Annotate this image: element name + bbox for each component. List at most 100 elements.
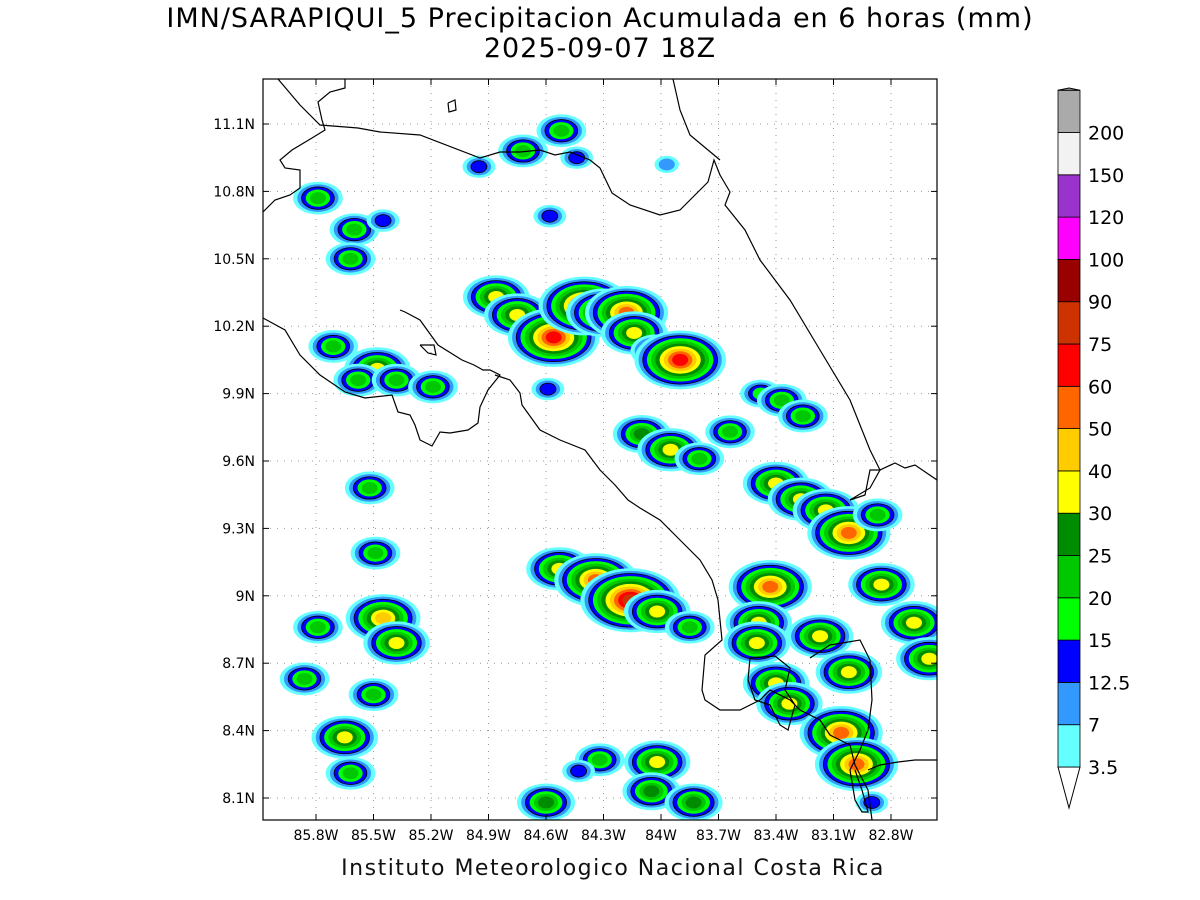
colorbar-swatch-150 xyxy=(1057,132,1081,176)
precip-cell xyxy=(756,682,823,726)
plot-frame xyxy=(262,78,938,821)
precip-cell xyxy=(728,560,812,614)
colorbar-swatch-90 xyxy=(1057,258,1081,303)
precip-contour-20 xyxy=(691,452,708,465)
precip-contour-30 xyxy=(336,731,353,744)
precip-contour-30 xyxy=(781,697,798,710)
coastline-borders xyxy=(263,79,937,820)
colorbar-label: 15 xyxy=(1088,630,1112,652)
precip-contour-30 xyxy=(873,578,890,591)
precip-contour-40 xyxy=(375,612,392,625)
precip-contour-20 xyxy=(515,144,531,157)
precip-contour-30 xyxy=(906,616,922,629)
precip-contour-20 xyxy=(388,374,405,387)
precip-cell xyxy=(366,209,400,232)
precip-contour-50 xyxy=(840,526,857,539)
precip-contour-12.5 xyxy=(539,382,557,396)
precip-contour-12.5 xyxy=(541,209,559,223)
precip-cell xyxy=(896,637,937,681)
lat-tick-label: 10.2N xyxy=(213,319,255,335)
precip-contour-30 xyxy=(649,605,666,618)
precip-cell xyxy=(533,204,567,228)
lon-tick-label: 84.6W xyxy=(523,828,568,844)
colorbar-swatch-200 xyxy=(1057,89,1081,133)
precip-contour-20 xyxy=(309,192,326,205)
colorbar-label: 7 xyxy=(1088,715,1100,737)
precip-contour-20 xyxy=(722,425,738,438)
footer-credit: Instituto Meteorologico Nacional Costa R… xyxy=(341,856,885,881)
precip-contour-20 xyxy=(309,621,326,634)
precip-cell xyxy=(293,181,343,215)
precip-contour-20 xyxy=(361,481,378,494)
precip-cell xyxy=(786,614,854,658)
lon-tick-label: 85.5W xyxy=(351,828,396,844)
colorbar-swatch-60 xyxy=(1057,343,1081,387)
precip-cell xyxy=(344,471,395,505)
precip-cell xyxy=(462,155,496,178)
colorbar-swatch-12.5 xyxy=(1057,639,1081,683)
colorbar-swatch-3.5 xyxy=(1057,724,1081,768)
lat-tick-label: 9.9N xyxy=(222,387,255,403)
lat-tick-label: 9N xyxy=(236,589,255,605)
precip-contour-20 xyxy=(365,688,382,701)
colorbar-label: 120 xyxy=(1088,207,1124,229)
precip-cell xyxy=(348,678,399,712)
precip-contour-20 xyxy=(773,394,790,407)
lon-tick-label: 84W xyxy=(645,828,677,844)
colorbar-label: 25 xyxy=(1088,546,1112,568)
precip-cell xyxy=(664,610,715,644)
precip-contour-20 xyxy=(681,621,698,634)
lon-tick-label: 85.8W xyxy=(293,828,338,844)
colorbar-label: 90 xyxy=(1088,292,1112,314)
colorbar-over-triangle xyxy=(1057,87,1081,91)
lon-tick-label: 83.1W xyxy=(811,828,856,844)
colorbar-under-triangle xyxy=(1057,766,1081,810)
precip-contour-20 xyxy=(350,374,367,387)
precip-contour-20 xyxy=(342,767,359,780)
precip-cell xyxy=(293,610,343,644)
precip-cell xyxy=(855,791,889,814)
precip-contour-20 xyxy=(794,410,811,423)
precip-contour-20 xyxy=(296,672,313,685)
precip-cell xyxy=(723,621,791,665)
precip-contour-60 xyxy=(545,331,562,344)
precip-cell xyxy=(408,370,458,404)
precip-cell xyxy=(517,783,575,820)
colorbar-legend: 3.5 7 12.5 15 20 25 30 40 50 60 75 90 100 120 150 200 xyxy=(1057,87,1130,810)
precip-cell xyxy=(308,330,359,363)
precip-contour-25 xyxy=(685,796,702,809)
colorbar-swatch-7 xyxy=(1057,682,1081,726)
precip-contour-30 xyxy=(626,326,643,339)
precip-contour-50 xyxy=(833,726,850,739)
precip-contour-20 xyxy=(424,380,441,393)
colorbar-label: 75 xyxy=(1088,334,1112,356)
precip-cell xyxy=(560,146,594,169)
lat-tick-label: 9.3N xyxy=(222,521,255,537)
precip-contour-30 xyxy=(388,636,405,649)
precip-cell xyxy=(814,737,899,792)
precip-contour-20 xyxy=(325,340,342,353)
precip-contour-12.5 xyxy=(470,160,488,174)
precip-cell xyxy=(848,562,915,607)
precipitation-contours xyxy=(279,114,937,820)
precip-cell xyxy=(311,715,378,759)
colorbar-label: 150 xyxy=(1088,165,1124,187)
precip-cell xyxy=(654,155,679,174)
precip-cell xyxy=(279,662,330,696)
precip-contour-20 xyxy=(553,124,570,137)
precip-contour-12.5 xyxy=(568,151,586,165)
precip-contour-20 xyxy=(342,252,359,265)
precip-contour-60 xyxy=(672,353,689,366)
colorbar-swatch-25 xyxy=(1057,512,1081,556)
lon-tick-label: 83.7W xyxy=(696,828,741,844)
precip-contour-30 xyxy=(921,652,937,665)
colorbar-label: 60 xyxy=(1088,376,1112,398)
colorbar-label: 3.5 xyxy=(1088,757,1118,779)
precip-cell xyxy=(562,759,595,783)
precip-contour-12.5 xyxy=(374,214,392,228)
precip-cell xyxy=(880,601,937,645)
precip-cell xyxy=(350,536,401,570)
lon-tick-label: 84.3W xyxy=(581,828,626,844)
precip-cell xyxy=(852,498,903,532)
lat-tick-label: 10.8N xyxy=(213,184,255,200)
